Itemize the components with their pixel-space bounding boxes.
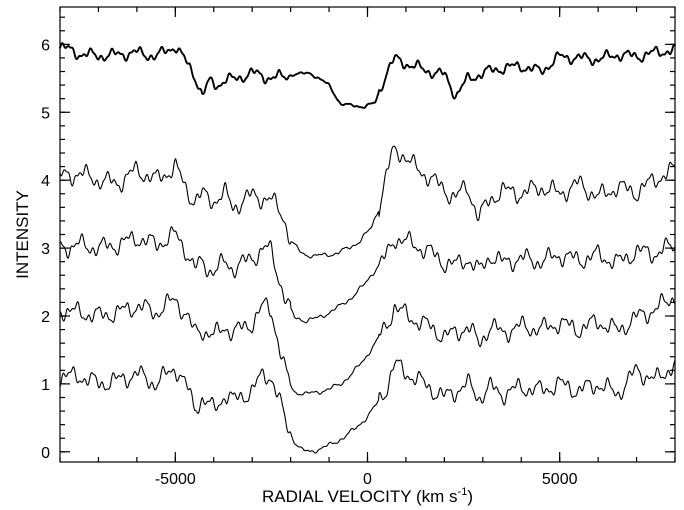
- y-tick-label: 3: [41, 241, 50, 258]
- x-axis-title: RADIAL VELOCITY (km s-1): [262, 486, 473, 506]
- spectrum-line-5: [59, 359, 676, 454]
- x-tick-label: 5000: [542, 471, 578, 488]
- spectrum-line-4: [59, 293, 676, 396]
- y-tick-label: 0: [41, 445, 50, 462]
- x-axis-title-close: ): [467, 487, 473, 506]
- spectra-series: [59, 42, 676, 454]
- y-axis-title: INTENSITY: [13, 190, 32, 279]
- spectrum-line-2: [59, 145, 676, 259]
- plot-frame: [59, 6, 676, 463]
- y-tick-label: 6: [41, 37, 50, 54]
- x-axis-title-superscript: -1: [458, 486, 468, 498]
- x-tick-labels: -5000 0 5000: [155, 471, 578, 488]
- spectrum-line-1: [59, 42, 676, 109]
- major-ticks: [60, 7, 675, 462]
- y-tick-labels: 0 1 2 3 4 5 6: [41, 37, 50, 461]
- y-tick-label: 1: [41, 377, 50, 394]
- x-axis-title-text: RADIAL VELOCITY (km s: [262, 487, 458, 506]
- spectrum-line-3: [59, 226, 676, 324]
- x-tick-label: -5000: [155, 471, 196, 488]
- y-tick-label: 4: [41, 173, 50, 190]
- y-tick-label: 2: [41, 309, 50, 326]
- x-tick-label: 0: [363, 471, 372, 488]
- y-tick-label: 5: [41, 105, 50, 122]
